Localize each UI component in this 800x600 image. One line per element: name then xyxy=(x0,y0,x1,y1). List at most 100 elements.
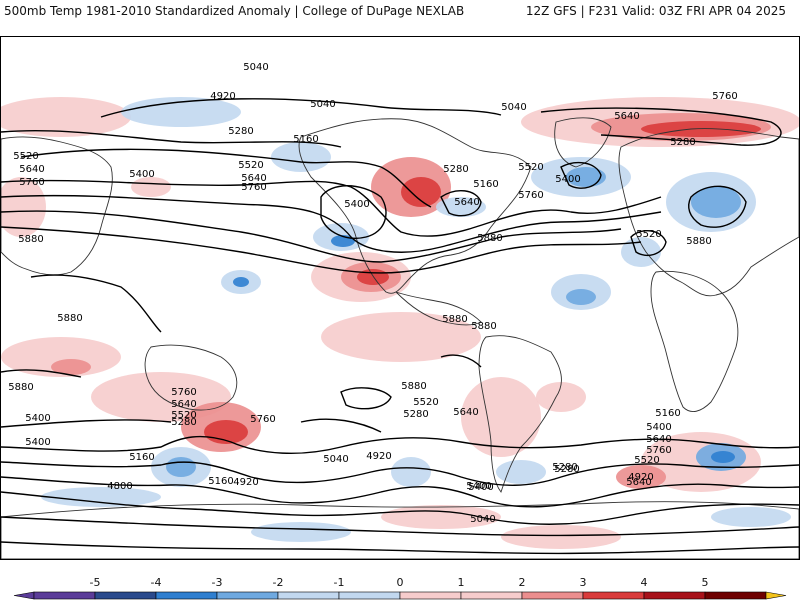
contour-label: 5280 xyxy=(228,126,253,137)
anomaly-patch xyxy=(251,522,351,542)
contour-label: 5520 xyxy=(634,455,659,466)
colorbar-swatch xyxy=(643,591,706,600)
height-contour-line xyxy=(20,148,432,208)
anomaly-patch xyxy=(501,525,621,549)
contour-label: 5400 xyxy=(25,437,50,448)
contour-label: 5520 xyxy=(13,151,38,162)
anomaly-patch xyxy=(233,277,249,287)
height-contour-line xyxy=(1,491,799,525)
contour-label: 5640 xyxy=(453,407,478,418)
contour-label: 5880 xyxy=(8,382,33,393)
colorbar-tick-label: 4 xyxy=(641,576,648,589)
contour-label: 5880 xyxy=(477,233,502,244)
height-contour-line xyxy=(1,419,172,428)
height-contour-line xyxy=(1,226,642,274)
anomaly-patch xyxy=(131,177,171,197)
colorbar-tick-label: 2 xyxy=(519,576,526,589)
colorbar-tick-labels: -5 -4 -3 -2 -1 0 1 2 3 4 5 xyxy=(90,576,709,589)
height-contour-line xyxy=(30,274,162,333)
contour-label: 5040 xyxy=(243,62,268,73)
contour-label: 5760 xyxy=(712,91,737,102)
contour-label: 4920 xyxy=(628,472,653,483)
contour-label: 5880 xyxy=(686,236,711,247)
contour-label: 5400 xyxy=(129,169,154,180)
colorbar-tick-label: 5 xyxy=(702,576,709,589)
contour-label: 5400 xyxy=(468,482,493,493)
contour-label: 5280 xyxy=(552,462,577,473)
contour-label: 5160 xyxy=(655,408,680,419)
contour-label: 4920 xyxy=(210,91,235,102)
contour-label: 4920 xyxy=(233,477,258,488)
contour-label: 5760 xyxy=(19,177,44,188)
colorbar-swatch xyxy=(33,591,96,600)
colorbar-swatch xyxy=(582,591,645,600)
height-contour-line xyxy=(1,179,662,237)
anomaly-patch xyxy=(536,382,586,412)
height-contour-line xyxy=(1,129,342,148)
anomaly-patch xyxy=(566,167,606,187)
colorbar-swatch xyxy=(277,591,340,600)
contour-label: 5160 xyxy=(473,179,498,190)
contour-label: 5760 xyxy=(646,445,671,456)
colorbar-swatches xyxy=(13,591,787,600)
colorbar-swatch xyxy=(155,591,218,600)
contour-label: 5280 xyxy=(554,464,579,475)
colorbar-swatch xyxy=(216,591,279,600)
height-contour-line xyxy=(1,435,799,454)
contour-label: 5640 xyxy=(171,399,196,410)
anomaly-map: 5040 4920 5040 5280 5160 5520 5640 5760 5400 5520… xyxy=(0,36,800,560)
contour-label: 5520 xyxy=(171,410,196,421)
contour-label: 5160 xyxy=(129,452,154,463)
height-contour-line xyxy=(1,476,799,508)
colorbar-swatch xyxy=(460,591,523,600)
contour-label: 5760 xyxy=(241,182,266,193)
height-contour-line xyxy=(688,185,747,228)
height-contour-line xyxy=(320,185,387,239)
colorbar-tick-label: -1 xyxy=(334,576,345,589)
contour-label: 5280 xyxy=(403,409,428,420)
contour-label: 5520 xyxy=(518,162,543,173)
colorbar-tick-label: -2 xyxy=(273,576,284,589)
contour-label: 5760 xyxy=(171,387,196,398)
contour-label: 4800 xyxy=(107,481,132,492)
height-contour-line xyxy=(540,107,782,146)
contour-label: 5040 xyxy=(470,514,495,525)
contour-label: 5640 xyxy=(614,111,639,122)
contour-label: 5520 xyxy=(636,229,661,240)
contour-label: 5280 xyxy=(171,417,196,428)
contour-label: 5400 xyxy=(555,174,580,185)
contour-labels: 5040492050405280516055205640576054005520… xyxy=(8,62,737,525)
colorbar-swatch xyxy=(399,591,462,600)
contour-label: 5640 xyxy=(626,477,651,488)
contour-label: 5400 xyxy=(466,481,491,492)
height-contour-line xyxy=(630,230,667,257)
anomaly-colorbar: -5 -4 -3 -2 -1 0 1 2 3 4 5 xyxy=(13,576,787,600)
contour-label: 5640 xyxy=(19,164,44,175)
colorbar-swatch xyxy=(338,591,401,600)
anomaly-patch xyxy=(166,457,196,477)
anomaly-patch xyxy=(461,377,541,457)
anomaly-patch xyxy=(496,460,546,484)
contour-label: 4920 xyxy=(366,451,391,462)
anomaly-patch xyxy=(711,507,791,527)
contour-label: 5880 xyxy=(442,314,467,325)
contour-label: 5640 xyxy=(646,434,671,445)
contour-label: 5880 xyxy=(18,234,43,245)
height-contour-line xyxy=(1,369,82,378)
anomaly-patch xyxy=(121,97,241,127)
anomaly-patch xyxy=(321,312,481,362)
model-valid-time: 12Z GFS | F231 Valid: 03Z FRI APR 04 202… xyxy=(525,4,786,18)
contour-label: 5760 xyxy=(250,414,275,425)
colorbar-min-arrow xyxy=(13,591,35,600)
contour-label: 5400 xyxy=(344,199,369,210)
contour-label: 5400 xyxy=(646,422,671,433)
anomaly-patch xyxy=(391,457,431,487)
height-contour-line xyxy=(440,354,482,368)
anomaly-patch xyxy=(616,465,666,489)
height-contour-line xyxy=(1,194,662,253)
map-canvas: 5040492050405280516055205640576054005520… xyxy=(1,62,799,559)
contour-label: 5880 xyxy=(57,313,82,324)
colorbar-swatch xyxy=(704,591,767,600)
map-title: 500mb Temp 1981-2010 Standardized Anomal… xyxy=(4,4,465,18)
contour-label: 5520 xyxy=(413,397,438,408)
